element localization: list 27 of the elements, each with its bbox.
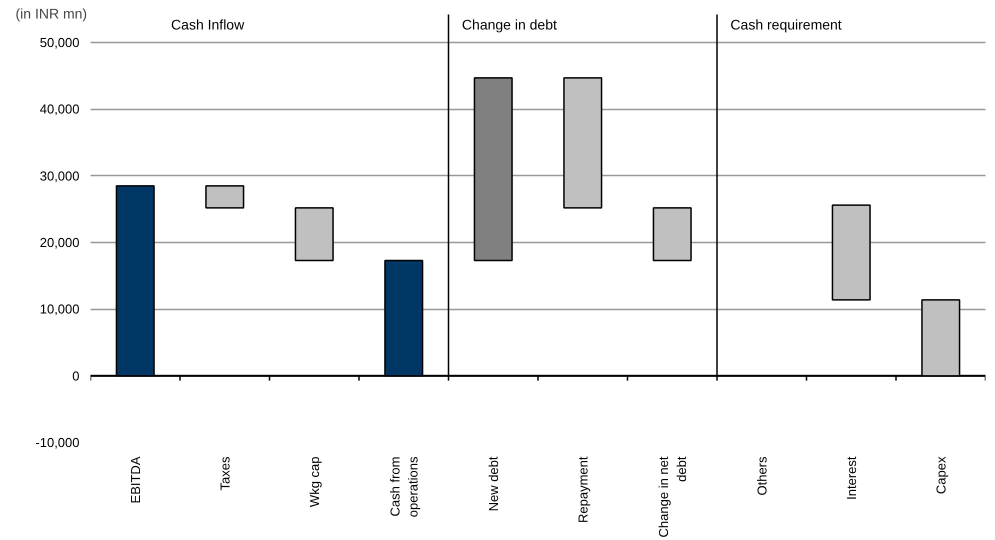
- y-tick-label: 0: [72, 368, 80, 384]
- y-axis-title: (in INR mn): [16, 6, 88, 22]
- bar: [563, 77, 602, 209]
- x-tick-label: New debt: [486, 456, 501, 512]
- y-tick-label: -10,000: [35, 435, 80, 450]
- x-tick-label: Taxes: [217, 456, 232, 490]
- y-tick-label: 40,000: [40, 102, 80, 117]
- x-tick-label: Capex: [933, 456, 948, 494]
- x-tick-label: Others: [754, 456, 770, 496]
- x-tick-label: Wkg cap: [306, 456, 322, 508]
- y-tick-label: 50,000: [40, 35, 80, 50]
- x-tick-label: EBITDA: [128, 456, 143, 504]
- y-tick-label: 10,000: [40, 302, 80, 317]
- bar: [205, 185, 244, 209]
- bar: [294, 207, 334, 262]
- x-tick-label: Cash from operations: [387, 456, 420, 518]
- y-tick-label: 30,000: [40, 168, 80, 184]
- bar: [474, 77, 513, 262]
- y-tick-label: 20,000: [40, 235, 80, 250]
- text: Change in debt: [462, 16, 557, 32]
- text: Cash requirement: [730, 16, 842, 32]
- text: Cash Inflow: [171, 16, 246, 32]
- x-tick-label: Interest: [844, 456, 859, 500]
- bar: [652, 207, 692, 262]
- bar: [832, 204, 871, 301]
- x-tick-label: Repayment: [575, 456, 590, 523]
- x-tick-label: Change in net debt: [656, 456, 689, 538]
